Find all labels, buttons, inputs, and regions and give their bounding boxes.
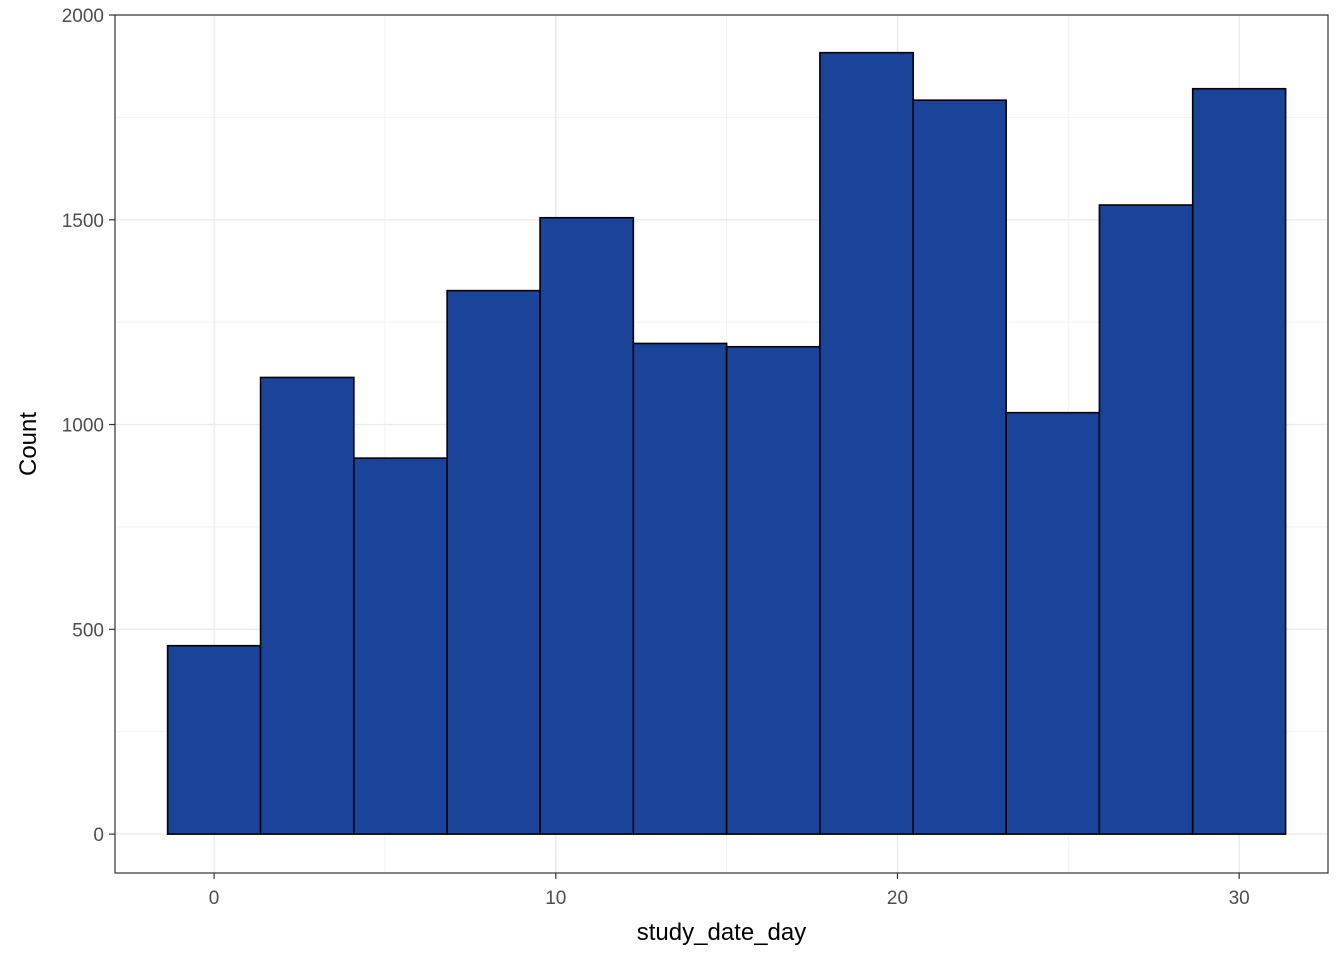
y-tick-label: 500 [72,620,104,641]
x-tick-label: 10 [545,888,566,909]
histogram-bar-3 [353,457,448,835]
histogram-bar-5 [539,216,635,835]
y-tick-label: 1500 [62,211,104,232]
histogram-bar-1 [166,644,262,835]
histogram-bar-9 [912,99,1007,835]
histogram-bar-10 [1005,411,1101,835]
y-tick-label: 1000 [62,416,104,437]
histogram-bar-11 [1098,204,1194,835]
histogram-bars [166,51,1287,835]
x-axis-title: study_date_day [637,919,806,946]
histogram-bar-12 [1191,87,1287,835]
x-tick-label: 20 [887,888,908,909]
y-axis-title: Count [15,412,42,476]
histogram-bar-7 [725,345,821,835]
y-tick-label: 2000 [62,6,104,27]
x-tick-label: 0 [209,888,220,909]
histogram-bar-2 [259,376,355,835]
histogram-bar-8 [819,51,914,835]
histogram-bar-6 [632,342,728,835]
axis-ticks: 0 500 1000 1500 2000 0 10 20 30 [62,6,1250,909]
x-tick-label: 30 [1229,888,1250,909]
plot-panel-border [114,14,1329,874]
y-tick-label: 0 [93,825,104,846]
histogram-bar-4 [446,289,541,835]
